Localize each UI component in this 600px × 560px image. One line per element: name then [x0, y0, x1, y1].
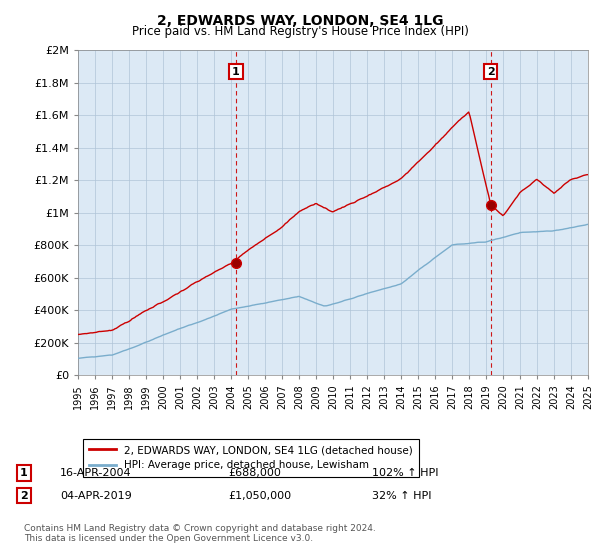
Text: 2: 2 [487, 67, 494, 77]
Text: Price paid vs. HM Land Registry's House Price Index (HPI): Price paid vs. HM Land Registry's House … [131, 25, 469, 38]
Text: 102% ↑ HPI: 102% ↑ HPI [372, 468, 439, 478]
Text: 16-APR-2004: 16-APR-2004 [60, 468, 131, 478]
Text: Contains HM Land Registry data © Crown copyright and database right 2024.
This d: Contains HM Land Registry data © Crown c… [24, 524, 376, 543]
Legend: 2, EDWARDS WAY, LONDON, SE4 1LG (detached house), HPI: Average price, detached h: 2, EDWARDS WAY, LONDON, SE4 1LG (detache… [83, 439, 419, 477]
Text: 1: 1 [20, 468, 28, 478]
Text: 2: 2 [20, 491, 28, 501]
Text: 04-APR-2019: 04-APR-2019 [60, 491, 132, 501]
Text: 32% ↑ HPI: 32% ↑ HPI [372, 491, 431, 501]
Text: 2, EDWARDS WAY, LONDON, SE4 1LG: 2, EDWARDS WAY, LONDON, SE4 1LG [157, 14, 443, 28]
Text: 1: 1 [232, 67, 240, 77]
Text: £688,000: £688,000 [228, 468, 281, 478]
Text: £1,050,000: £1,050,000 [228, 491, 291, 501]
